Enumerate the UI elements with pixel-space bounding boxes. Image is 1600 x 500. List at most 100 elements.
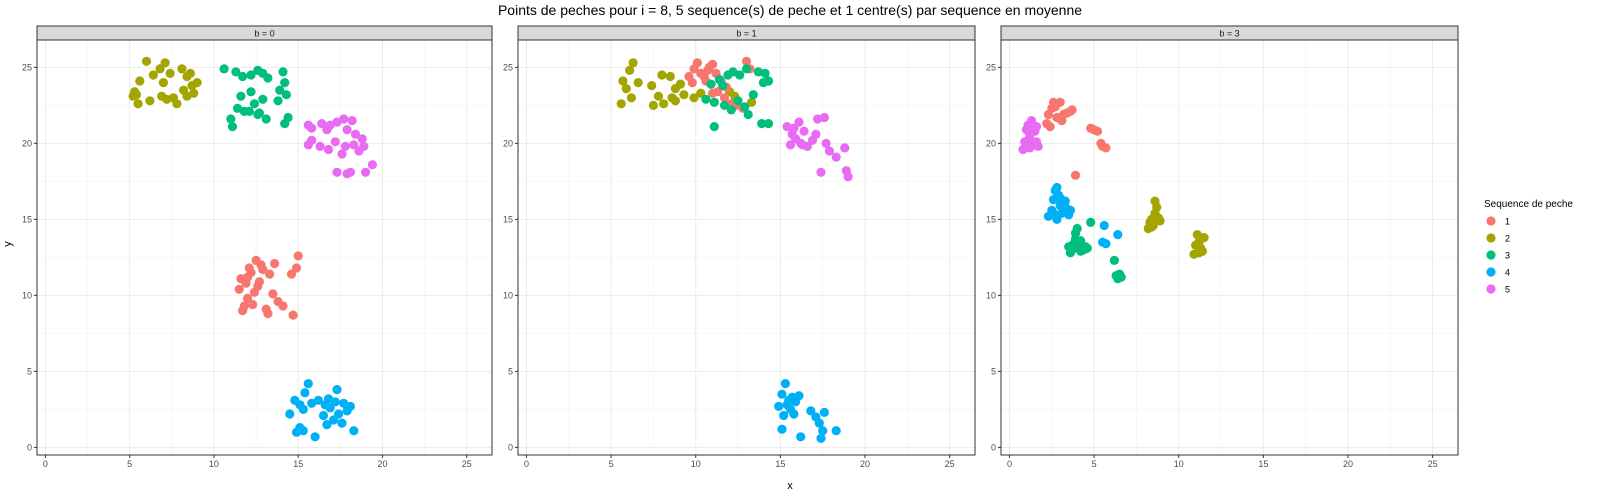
data-point-seq-3	[733, 96, 743, 106]
y-tick-label: 20	[986, 138, 996, 148]
data-point-seq-3	[757, 119, 767, 129]
data-point-seq-2	[621, 84, 631, 94]
data-point-seq-4	[814, 418, 824, 428]
data-point-seq-5	[342, 125, 352, 135]
data-point-seq-4	[1052, 214, 1062, 224]
data-point-seq-3	[1116, 272, 1126, 282]
legend-label-seq-5: 5	[1505, 285, 1510, 295]
data-point-seq-1	[1055, 97, 1065, 107]
data-point-seq-2	[158, 78, 168, 88]
data-point-seq-4	[349, 426, 359, 436]
panel-background	[37, 40, 492, 455]
data-point-seq-2	[647, 81, 657, 91]
x-tick-label: 5	[127, 459, 132, 469]
x-tick-label: 15	[293, 459, 303, 469]
data-point-seq-2	[135, 76, 145, 86]
data-point-seq-4	[345, 401, 355, 411]
data-point-seq-3	[709, 97, 719, 107]
data-point-seq-4	[779, 410, 789, 421]
data-point-seq-3	[709, 122, 719, 132]
data-point-seq-4	[325, 403, 335, 413]
x-tick-label: 15	[775, 459, 785, 469]
data-point-seq-1	[254, 277, 264, 287]
data-point-seq-3	[758, 78, 769, 88]
data-point-seq-3	[258, 94, 268, 104]
data-point-seq-2	[665, 71, 675, 82]
data-point-seq-5	[361, 167, 371, 177]
data-point-seq-1	[719, 93, 730, 103]
data-point-seq-4	[332, 385, 342, 395]
data-point-seq-1	[1070, 170, 1081, 180]
data-point-seq-5	[315, 141, 325, 151]
data-point-seq-5	[843, 172, 853, 182]
data-point-seq-5	[303, 140, 313, 150]
legend: Sequence de peche 1 2 3 4 5	[1484, 199, 1573, 295]
data-point-seq-4	[774, 401, 784, 411]
data-point-seq-5	[811, 129, 821, 139]
data-point-seq-2	[653, 91, 664, 101]
data-point-seq-3	[1082, 243, 1092, 253]
data-point-seq-4	[831, 426, 841, 436]
y-tick-label: 25	[22, 62, 32, 72]
legend-key-seq-2	[1486, 233, 1496, 243]
data-point-seq-4	[818, 426, 828, 436]
data-point-seq-5	[330, 137, 340, 147]
data-point-seq-4	[819, 407, 830, 417]
data-point-seq-2	[670, 96, 681, 106]
data-point-seq-5	[840, 143, 850, 153]
panel-border	[1000, 39, 1459, 456]
facet-strip-label: b = 1	[736, 29, 756, 39]
data-point-seq-2	[675, 79, 686, 89]
data-point-seq-1	[248, 299, 258, 310]
data-point-seq-4	[796, 432, 806, 442]
data-point-seq-4	[787, 392, 797, 402]
data-point-seq-2	[131, 90, 141, 100]
legend-label-seq-2: 2	[1505, 234, 1510, 244]
data-point-seq-3	[226, 114, 236, 124]
x-tick-label: 25	[945, 459, 955, 469]
data-point-seq-3	[231, 67, 241, 77]
y-tick-label: 10	[503, 290, 513, 300]
data-point-seq-2	[148, 70, 158, 80]
data-point-seq-4	[1101, 239, 1111, 249]
data-point-seq-5	[345, 167, 355, 177]
data-point-seq-2	[165, 68, 175, 78]
data-point-seq-3	[254, 108, 264, 118]
data-point-seq-5	[789, 123, 799, 133]
data-point-seq-5	[819, 112, 830, 123]
data-point-seq-2	[689, 93, 699, 103]
y-axis-title: y	[2, 241, 14, 247]
data-point-seq-5	[794, 117, 804, 127]
facet-panel: b = 3 0 5 10 15 20 25 0 5 10 15 20 25	[986, 25, 1459, 469]
data-point-seq-4	[318, 410, 329, 421]
y-tick-label: 25	[503, 62, 513, 72]
data-point-seq-3	[275, 85, 285, 95]
data-point-seq-3	[239, 106, 249, 116]
data-point-seq-4	[777, 389, 787, 399]
data-point-seq-3	[701, 94, 711, 104]
data-point-seq-3	[278, 67, 288, 77]
x-tick-label: 20	[377, 459, 387, 469]
data-point-seq-5	[347, 116, 357, 126]
data-point-seq-1	[249, 287, 259, 297]
data-point-seq-1	[708, 88, 718, 98]
x-tick-label: 10	[691, 459, 701, 469]
data-point-seq-1	[1067, 105, 1077, 115]
data-point-seq-2	[172, 99, 182, 109]
y-tick-label: 5	[27, 366, 32, 376]
data-point-seq-3	[227, 122, 238, 132]
data-point-seq-1	[270, 258, 280, 269]
x-tick-label: 10	[1174, 459, 1184, 469]
x-tick-label: 10	[209, 459, 219, 469]
data-point-seq-4	[782, 400, 792, 410]
data-point-seq-3	[281, 90, 291, 100]
x-tick-label: 0	[1007, 459, 1012, 469]
x-tick-label: 25	[462, 459, 472, 469]
panel-background	[518, 40, 975, 455]
legend-title: Sequence de peche	[1484, 199, 1573, 210]
data-point-seq-4	[310, 432, 320, 442]
data-point-seq-5	[357, 134, 367, 144]
data-point-seq-2	[185, 68, 195, 78]
data-point-seq-5	[323, 144, 334, 155]
